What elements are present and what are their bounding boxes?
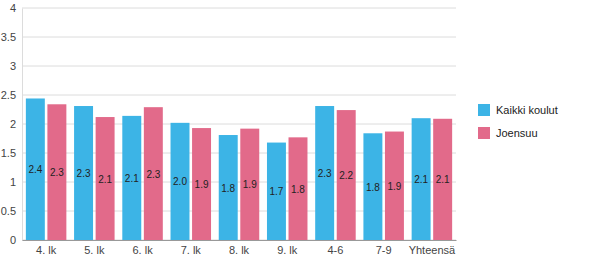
bar <box>122 116 141 240</box>
grid-line <box>22 66 456 67</box>
y-tick: 4 <box>10 2 22 14</box>
plot: 0 0.5 1 1.5 2 2.5 3 3.5 4 2.4 2.3 2.1 2.0 1.8 1.7 2.3 1.… <box>1 2 457 256</box>
x-tick-label: Yhteensä <box>409 244 456 256</box>
data-label: 1.9 <box>243 179 257 190</box>
x-tick: Yhteensä <box>409 240 456 256</box>
x-tick-label: 7. lk <box>181 244 202 256</box>
legend-label: Joensuu <box>496 127 538 139</box>
y-tick-label: 3.5 <box>1 31 16 43</box>
data-label: 2.1 <box>414 174 428 185</box>
data-label: 2.1 <box>436 174 450 185</box>
data-label: 2.3 <box>77 168 91 179</box>
y-tick-label: 0.5 <box>1 205 16 217</box>
x-tick-label: 6. lk <box>132 244 153 256</box>
y-axis: 0 0.5 1 1.5 2 2.5 3 3.5 4 <box>1 2 23 246</box>
data-label: 1.8 <box>221 183 235 194</box>
y-tick: 1.5 <box>1 147 22 159</box>
bar <box>96 117 115 240</box>
y-tick-label: 4 <box>10 2 16 14</box>
x-axis: 4. lk 5. lk 6. lk 7. lk 8. lk 9. lk 4-6 7-9 Yhte… <box>23 240 457 256</box>
bar <box>337 110 356 240</box>
y-tick-label: 0 <box>10 234 16 246</box>
x-tick-label: 4. lk <box>36 244 57 256</box>
legend-label: Kaikki koulut <box>496 104 558 116</box>
x-tick: 4. lk <box>36 240 57 256</box>
data-label: 2.3 <box>146 169 160 180</box>
legend: Kaikki koulut Joensuu <box>478 104 558 139</box>
y-tick: 2.5 <box>1 89 22 101</box>
bar <box>267 143 286 240</box>
data-label: 2.0 <box>173 176 187 187</box>
bar <box>74 106 93 240</box>
x-tick-label: 9. lk <box>277 244 298 256</box>
bars <box>26 98 452 240</box>
x-tick: 4-6 <box>327 240 343 256</box>
y-tick-label: 1 <box>10 176 16 188</box>
x-tick-label: 4-6 <box>327 244 343 256</box>
chart: 0 0.5 1 1.5 2 2.5 3 3.5 4 2.4 2.3 2.1 2.0 1.8 1.7 2.3 1.… <box>0 0 608 260</box>
x-tick: 7-9 <box>376 240 392 256</box>
x-tick: 5. lk <box>84 240 105 256</box>
data-label: 1.8 <box>366 182 380 193</box>
bar <box>219 135 238 240</box>
y-tick: 3 <box>10 60 22 72</box>
data-label: 2.1 <box>125 173 139 184</box>
grid-line <box>22 95 456 96</box>
legend-swatch <box>478 104 490 116</box>
bar <box>385 132 404 240</box>
legend-item: Joensuu <box>478 127 538 139</box>
bar <box>192 128 211 240</box>
data-label: 2.2 <box>339 170 353 181</box>
x-tick: 6. lk <box>132 240 153 256</box>
x-tick-label: 7-9 <box>376 244 392 256</box>
bar <box>289 137 308 240</box>
y-tick-label: 2 <box>10 118 16 130</box>
y-tick: 1 <box>10 176 22 188</box>
grid <box>22 8 456 240</box>
bar <box>363 133 382 240</box>
bar <box>412 118 431 240</box>
y-tick: 2 <box>10 118 22 130</box>
grid-line <box>22 37 456 38</box>
data-label: 1.9 <box>387 181 401 192</box>
y-axis-line <box>22 9 23 241</box>
y-tick: 0.5 <box>1 205 22 217</box>
bar <box>144 107 163 240</box>
data-label: 2.1 <box>98 174 112 185</box>
bar <box>47 104 66 240</box>
x-tick: 9. lk <box>277 240 298 256</box>
x-axis-line <box>23 240 457 241</box>
data-label: 1.9 <box>195 179 209 190</box>
bar <box>433 119 452 240</box>
y-tick-label: 1.5 <box>1 147 16 159</box>
data-label: 1.8 <box>291 184 305 195</box>
data-label: 1.7 <box>269 186 283 197</box>
y-tick: 0 <box>10 234 22 246</box>
bar <box>315 106 334 240</box>
x-tick: 8. lk <box>229 240 250 256</box>
y-tick-label: 2.5 <box>1 89 16 101</box>
data-label: 2.4 <box>28 164 42 175</box>
x-tick-label: 5. lk <box>84 244 105 256</box>
x-tick: 7. lk <box>181 240 202 256</box>
data-labels: 2.4 2.3 2.1 2.0 1.8 1.7 2.3 1.8 2.1 2.3 2.1 2.3 1.9 1… <box>28 164 450 197</box>
x-tick-label: 8. lk <box>229 244 250 256</box>
y-tick: 3.5 <box>1 31 22 43</box>
legend-item: Kaikki koulut <box>478 104 558 116</box>
y-tick-label: 3 <box>10 60 16 72</box>
legend-swatch <box>478 127 490 139</box>
bar <box>26 98 45 240</box>
bar <box>240 129 259 240</box>
data-label: 2.3 <box>318 168 332 179</box>
data-label: 2.3 <box>50 167 64 178</box>
grid-line <box>22 8 456 9</box>
bar <box>171 123 190 240</box>
